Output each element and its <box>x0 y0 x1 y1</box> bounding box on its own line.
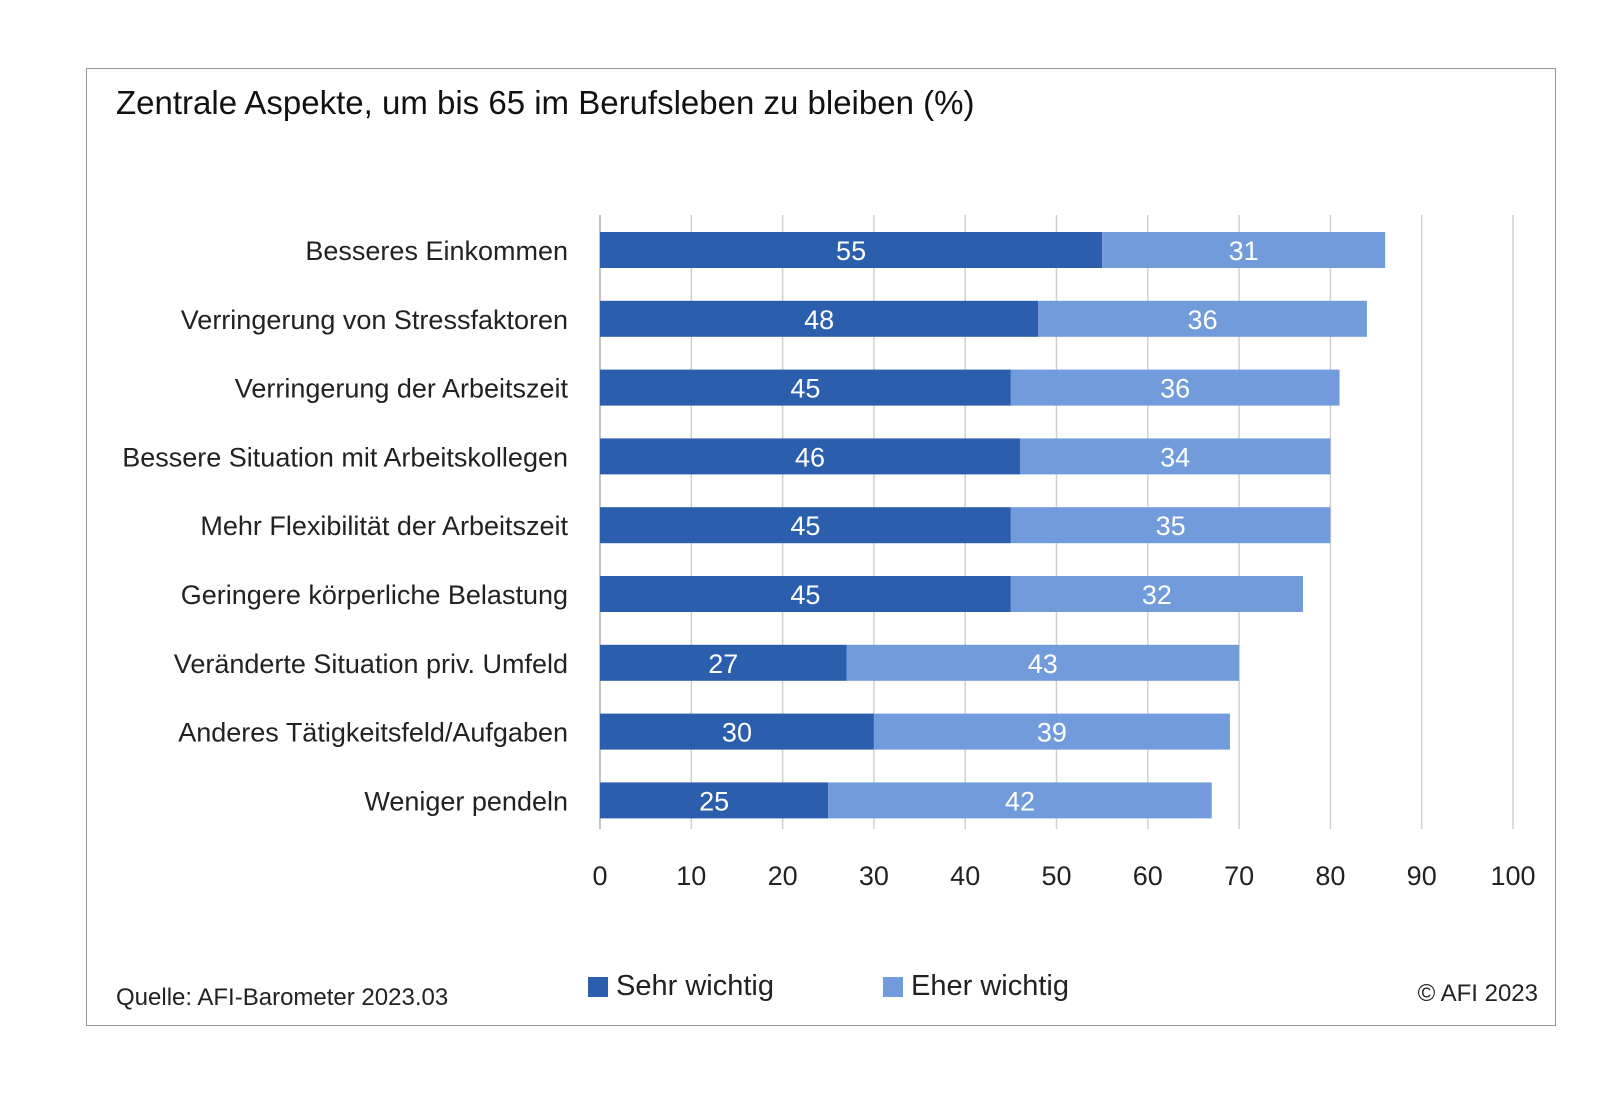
data-label-eher-wichtig-weniger-pendeln: 42 <box>1005 786 1035 816</box>
bar-eher-wichtig-bessere-situation-mit-arbeitskollegen <box>1019 438 1331 475</box>
data-label-eher-wichtig-verringerung-der-arbeitszeit: 36 <box>1160 374 1190 404</box>
data-label-sehr-wichtig-verringerung-der-arbeitszeit: 45 <box>790 374 820 404</box>
x-tick-label-80: 80 <box>1315 861 1345 891</box>
category-label-anderes-tätigkeitsfeld-aufgaben: Anderes Tätigkeitsfeld/Aufgaben <box>178 718 568 748</box>
x-tick-label-20: 20 <box>768 861 798 891</box>
category-label-geringere-körperliche-belastung: Geringere körperliche Belastung <box>181 580 568 610</box>
data-label-sehr-wichtig-anderes-tätigkeitsfeld-aufgaben: 30 <box>722 718 752 748</box>
data-label-sehr-wichtig-verringerung-von-stressfaktoren: 48 <box>804 305 834 335</box>
bar-sehr-wichtig-bessere-situation-mit-arbeitskollegen <box>600 438 1020 475</box>
category-label-veränderte-situation-priv-umfeld: Veränderte Situation priv. Umfeld <box>174 649 568 679</box>
data-label-sehr-wichtig-mehr-flexibilität-der-arbeitszeit: 45 <box>790 511 820 541</box>
legend-swatch-eher-wichtig <box>883 976 903 997</box>
legend-item-eher-wichtig: Eher wichtig <box>883 970 1069 1003</box>
copyright-note: © AFI 2023 <box>1417 980 1538 1007</box>
bar-sehr-wichtig-verringerung-von-stressfaktoren <box>600 300 1039 337</box>
data-label-eher-wichtig-geringere-körperliche-belastung: 32 <box>1142 580 1172 610</box>
chart-title: Zentrale Aspekte, um bis 65 im Berufsleb… <box>116 84 975 121</box>
bar-eher-wichtig-verringerung-der-arbeitszeit <box>1010 369 1340 406</box>
bar-sehr-wichtig-mehr-flexibilität-der-arbeitszeit <box>600 507 1011 544</box>
x-tick-label-100: 100 <box>1490 861 1535 891</box>
bar-sehr-wichtig-verringerung-der-arbeitszeit <box>600 369 1011 406</box>
x-tick-label-30: 30 <box>859 861 889 891</box>
legend-label-sehr-wichtig: Sehr wichtig <box>616 970 774 1002</box>
data-label-sehr-wichtig-weniger-pendeln: 25 <box>699 786 729 816</box>
data-label-sehr-wichtig-bessere-situation-mit-arbeitskollegen: 46 <box>795 442 825 472</box>
data-label-eher-wichtig-anderes-tätigkeitsfeld-aufgaben: 39 <box>1037 718 1067 748</box>
bar-sehr-wichtig-geringere-körperliche-belastung <box>600 576 1011 612</box>
bar-eher-wichtig-geringere-körperliche-belastung <box>1010 576 1304 612</box>
source-note: Quelle: AFI-Barometer 2023.03 <box>116 984 449 1011</box>
data-label-sehr-wichtig-besseres-einkommen: 55 <box>836 236 866 266</box>
legend-swatch-sehr-wichtig <box>588 976 608 997</box>
bar-eher-wichtig-verringerung-von-stressfaktoren <box>1038 300 1367 337</box>
x-tick-label-10: 10 <box>676 861 706 891</box>
bar-sehr-wichtig-besseres-einkommen <box>600 232 1103 268</box>
x-tick-label-70: 70 <box>1224 861 1254 891</box>
x-tick-label-60: 60 <box>1133 861 1163 891</box>
data-label-eher-wichtig-veränderte-situation-priv-umfeld: 43 <box>1028 649 1058 679</box>
x-tick-label-90: 90 <box>1407 861 1437 891</box>
category-label-verringerung-der-arbeitszeit: Verringerung der Arbeitszeit <box>235 374 569 404</box>
bar-sehr-wichtig-veränderte-situation-priv-umfeld <box>600 644 847 681</box>
bar-eher-wichtig-weniger-pendeln <box>828 782 1212 819</box>
category-label-verringerung-von-stressfaktoren: Verringerung von Stressfaktoren <box>181 305 568 335</box>
bar-eher-wichtig-anderes-tätigkeitsfeld-aufgaben <box>873 713 1230 750</box>
data-label-eher-wichtig-besseres-einkommen: 31 <box>1229 236 1259 266</box>
legend-label-eher-wichtig: Eher wichtig <box>911 970 1069 1002</box>
data-label-sehr-wichtig-geringere-körperliche-belastung: 45 <box>790 580 820 610</box>
legend-item-sehr-wichtig: Sehr wichtig <box>588 970 774 1003</box>
x-tick-label-50: 50 <box>1041 861 1071 891</box>
bar-eher-wichtig-besseres-einkommen <box>1102 232 1386 268</box>
category-label-mehr-flexibilität-der-arbeitszeit: Mehr Flexibilität der Arbeitszeit <box>200 511 568 541</box>
bar-eher-wichtig-mehr-flexibilität-der-arbeitszeit <box>1010 507 1331 544</box>
x-tick-label-40: 40 <box>950 861 980 891</box>
data-label-eher-wichtig-verringerung-von-stressfaktoren: 36 <box>1188 305 1218 335</box>
data-label-eher-wichtig-bessere-situation-mit-arbeitskollegen: 34 <box>1160 442 1190 472</box>
category-label-bessere-situation-mit-arbeitskollegen: Bessere Situation mit Arbeitskollegen <box>122 442 568 472</box>
category-label-weniger-pendeln: Weniger pendeln <box>364 786 568 816</box>
category-label-besseres-einkommen: Besseres Einkommen <box>305 236 568 266</box>
data-label-sehr-wichtig-veränderte-situation-priv-umfeld: 27 <box>708 649 738 679</box>
bar-sehr-wichtig-weniger-pendeln <box>600 782 829 819</box>
chart-frame <box>86 68 1556 1026</box>
bar-eher-wichtig-veränderte-situation-priv-umfeld <box>846 644 1240 681</box>
bar-sehr-wichtig-anderes-tätigkeitsfeld-aufgaben <box>600 713 874 750</box>
x-tick-label-0: 0 <box>592 861 607 891</box>
data-label-eher-wichtig-mehr-flexibilität-der-arbeitszeit: 35 <box>1156 511 1186 541</box>
